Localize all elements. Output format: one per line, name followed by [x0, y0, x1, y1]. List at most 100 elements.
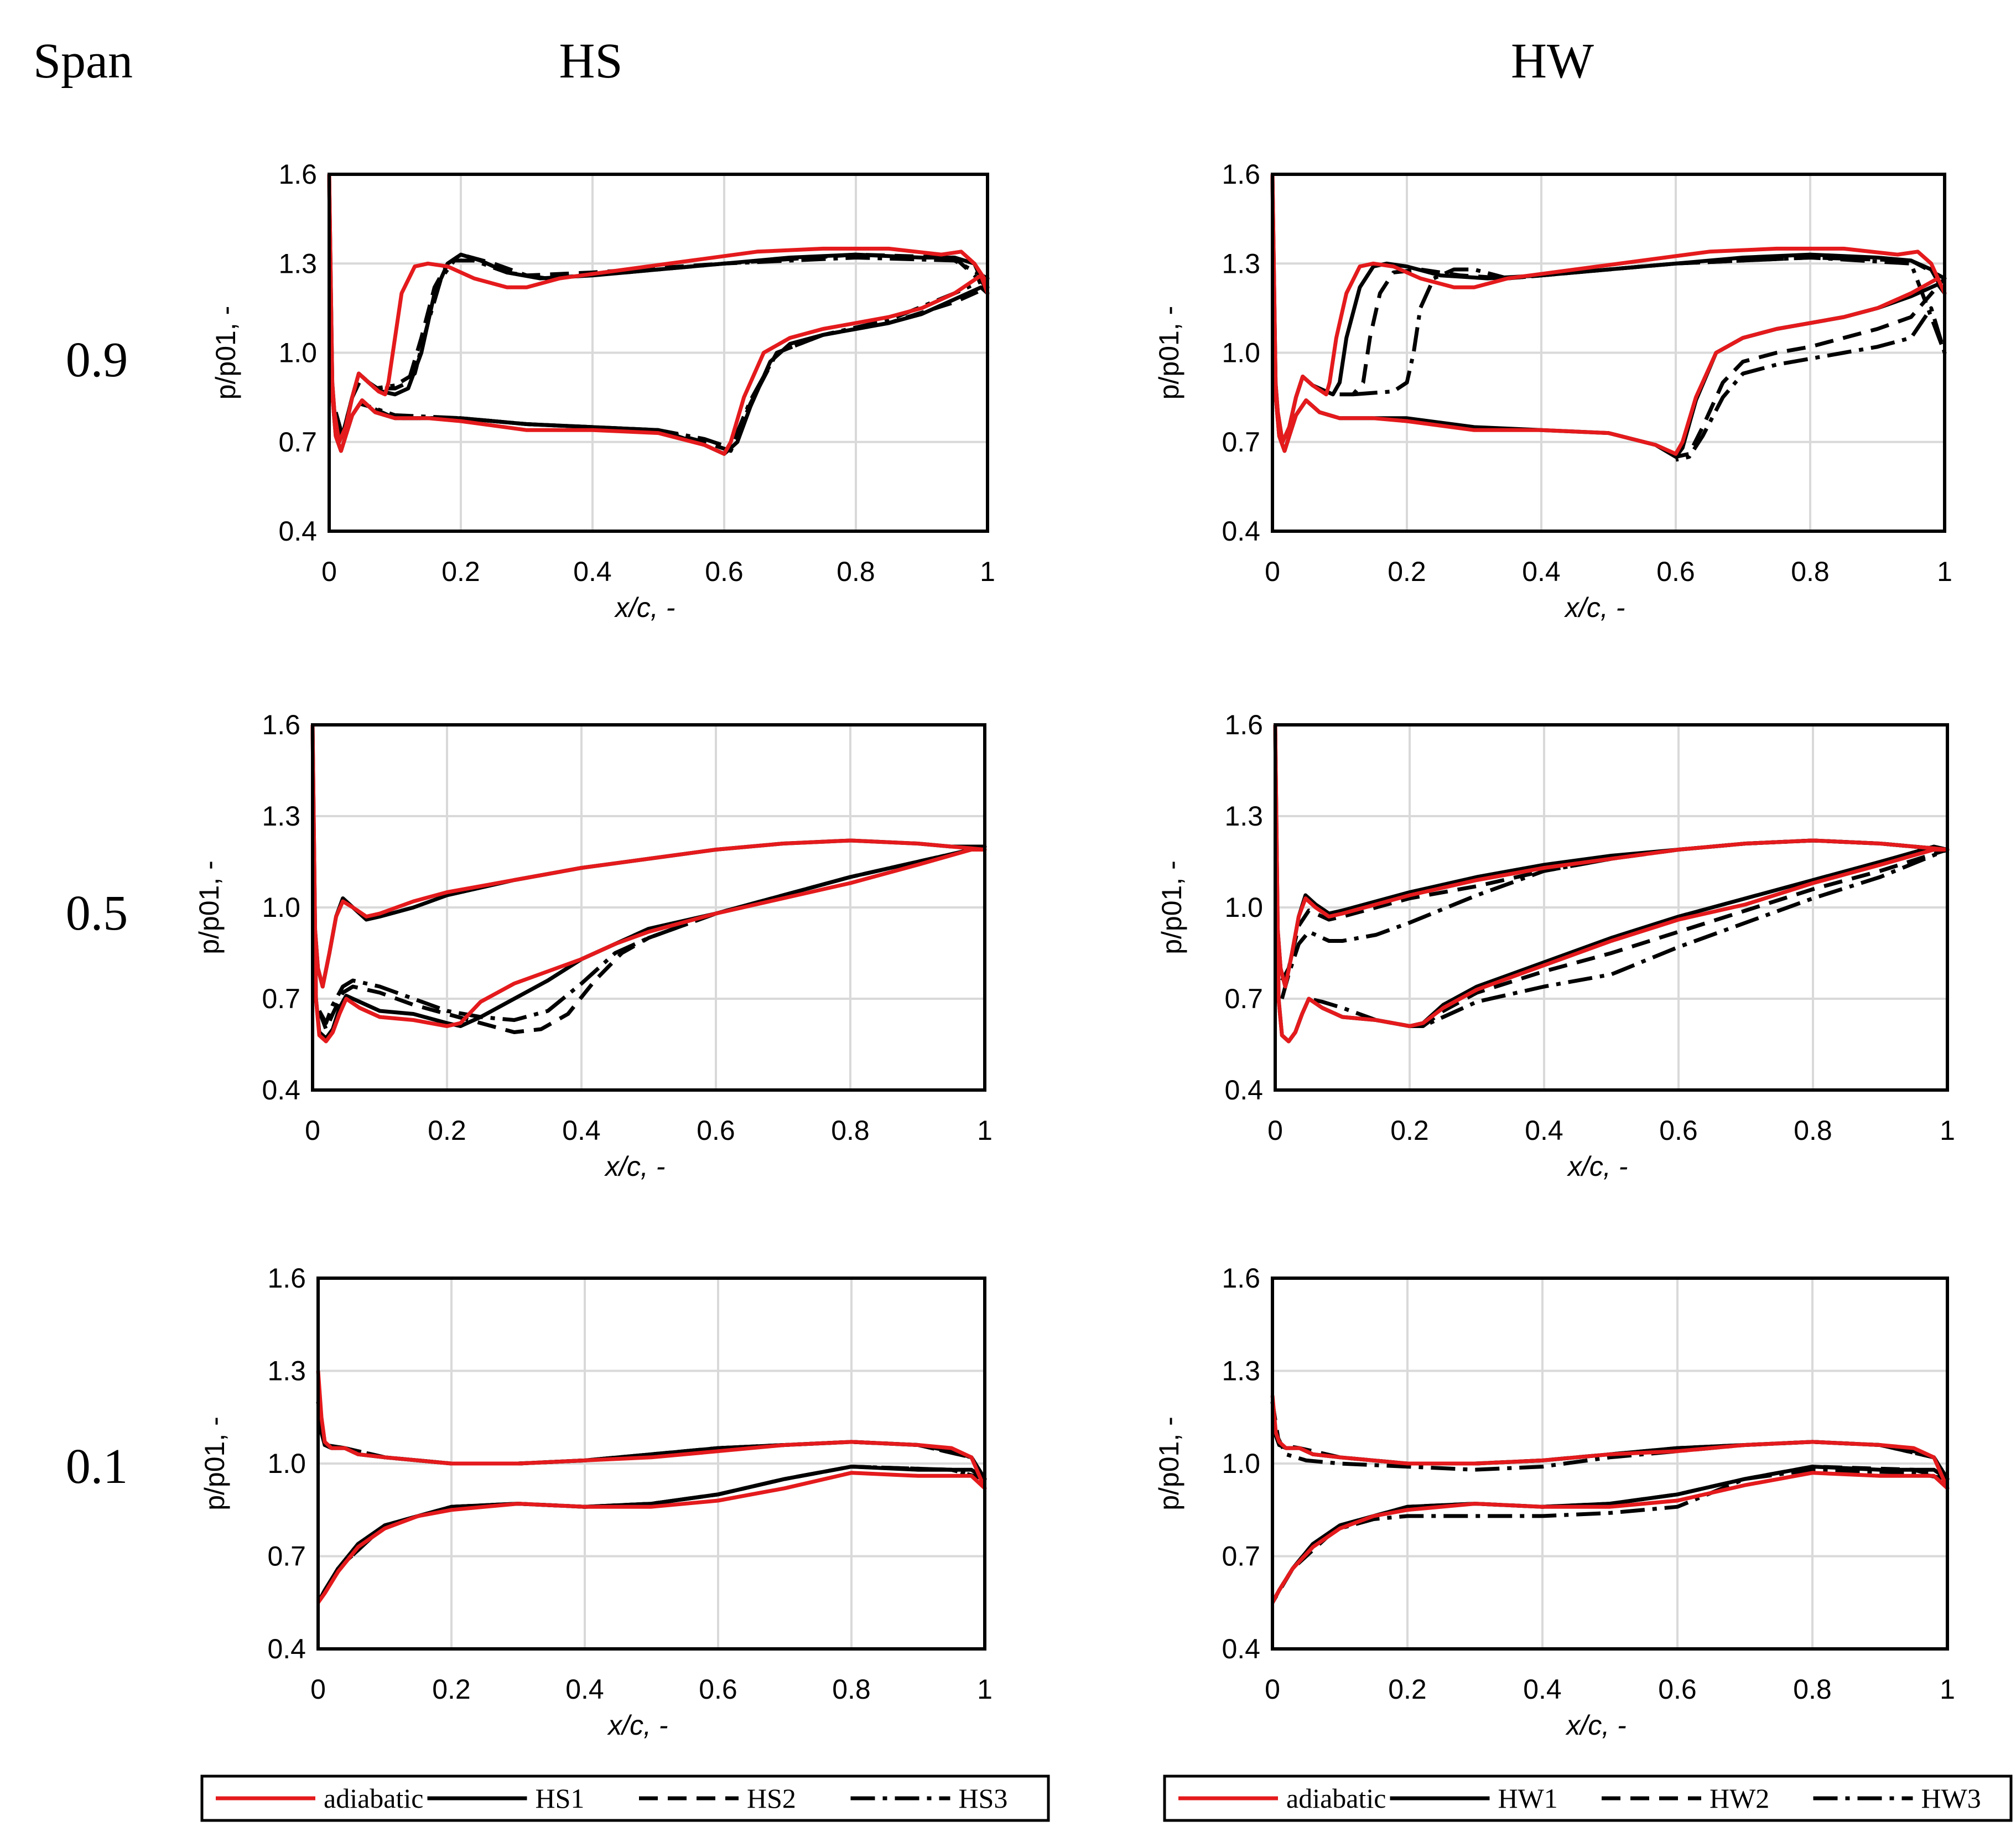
x-tick-label: 0 — [1267, 1115, 1283, 1146]
y-tick-label: 1.3 — [278, 248, 317, 279]
x-tick-label: 0.2 — [1388, 1674, 1427, 1705]
x-tick-label: 0 — [1265, 1674, 1280, 1705]
y-tick-label: 1.6 — [1224, 709, 1263, 740]
x-tick-label: 1 — [977, 1115, 993, 1146]
series-line-hw3 — [1280, 838, 1950, 1028]
x-tick-label: 0 — [1265, 556, 1280, 587]
y-tick-label: 0.4 — [1222, 1633, 1260, 1664]
y-tick-label: 1.6 — [267, 1263, 306, 1294]
y-tick-label: 0.7 — [1224, 983, 1263, 1014]
y-tick-label: 1.3 — [1222, 1356, 1260, 1387]
series-line-hs2 — [317, 844, 985, 1034]
legend-label-hs2: HS2 — [747, 1783, 796, 1814]
x-tick-label: 0.6 — [705, 556, 744, 587]
y-tick-label: 1.6 — [1222, 1263, 1260, 1294]
x-tick-label: 1 — [1940, 1115, 1955, 1146]
x-tick-label: 0.2 — [432, 1674, 471, 1705]
legend-label-hs1: HS1 — [536, 1783, 585, 1814]
series-line-hs1 — [316, 1401, 987, 1604]
y-axis-label: p/p01, - — [1156, 860, 1187, 954]
y-tick-label: 1.6 — [262, 709, 300, 740]
y-tick-label: 0.4 — [267, 1633, 306, 1664]
x-tick-label: 0.8 — [1791, 556, 1830, 587]
x-tick-label: 0.2 — [441, 556, 480, 587]
y-axis-label: p/p01, - — [1154, 306, 1184, 400]
x-tick-label: 0.4 — [565, 1674, 604, 1705]
y-axis-label: p/p01, - — [199, 1416, 230, 1511]
y-tick-label: 1.3 — [1224, 801, 1263, 832]
chart-panel-hs-0.9: 0 0.2 0.4 0.6 0.8 1 0.4 0.7 1.0 1.3 1.6 x/c, - p/p01… — [210, 159, 995, 623]
y-tick-label: 1.0 — [278, 338, 317, 369]
y-tick-label: 0.7 — [278, 427, 317, 458]
plot-frame — [1274, 723, 1949, 1092]
y-tick-label: 1.3 — [267, 1356, 306, 1387]
x-tick-label: 0.2 — [428, 1115, 466, 1146]
series-line-adiabatic — [1273, 724, 1950, 1044]
y-tick-label: 0.4 — [1224, 1075, 1263, 1106]
chart-panels: 0 0.2 0.4 0.6 0.8 1 0.4 0.7 1.0 1.3 1.6 x/c, - p/p01… — [194, 159, 1955, 1741]
plot-frame — [328, 173, 989, 533]
legends: adiabatic HS1 HS2 HS3 adiabatic HW1 HW2 HW3 — [200, 1774, 2013, 1822]
x-tick-label: 1 — [980, 556, 995, 587]
legend-label-hw2: HW2 — [1710, 1783, 1769, 1814]
series-line-adiabatic — [1270, 174, 1947, 456]
legend-label-hs3: HS3 — [959, 1783, 1008, 1814]
x-tick-label: 0.4 — [1522, 556, 1561, 587]
y-tick-label: 1.0 — [1222, 1448, 1260, 1479]
row-label-0.5: 0.5 — [66, 886, 128, 941]
x-axis-label: x/c, - — [604, 1151, 665, 1182]
x-tick-label: 0.8 — [832, 1674, 871, 1705]
x-axis-label: x/c, - — [1564, 592, 1625, 623]
chart-panel-hw-0.1: 0 0.2 0.4 0.6 0.8 1 0.4 0.7 1.0 1.3 1.6 x/c, - p/p01… — [1154, 1263, 1955, 1741]
series-line-hs2 — [334, 252, 990, 453]
y-tick-label: 0.4 — [1222, 516, 1260, 547]
x-tick-label: 0.2 — [1390, 1115, 1429, 1146]
x-tick-label: 0.4 — [1523, 1674, 1562, 1705]
y-tick-label: 1.0 — [1224, 892, 1263, 923]
span-header: Span — [33, 34, 133, 89]
series-line-adiabatic — [327, 174, 990, 456]
x-tick-label: 0.2 — [1388, 556, 1426, 587]
series-line-hs1 — [310, 724, 987, 1040]
x-tick-label: 0.6 — [697, 1115, 735, 1146]
x-tick-label: 0 — [310, 1674, 326, 1705]
x-tick-label: 1 — [1937, 556, 1952, 587]
y-tick-label: 0.4 — [262, 1075, 300, 1106]
y-tick-label: 1.0 — [262, 892, 300, 923]
x-tick-label: 0.4 — [573, 556, 612, 587]
x-tick-label: 0 — [321, 556, 337, 587]
x-axis-label: x/c, - — [1567, 1151, 1628, 1182]
legend-label-adiabatic: adiabatic — [324, 1783, 423, 1814]
legend-label-hw1: HW1 — [1498, 1783, 1558, 1814]
column-title-hw: HW — [1511, 34, 1594, 89]
legend-label-adiabatic: adiabatic — [1286, 1783, 1386, 1814]
series-line-hw3 — [1353, 256, 1947, 462]
y-tick-label: 1.3 — [1222, 248, 1260, 279]
y-tick-label: 1.3 — [262, 801, 300, 832]
x-tick-label: 0.4 — [562, 1115, 601, 1146]
plot-frame — [311, 723, 986, 1092]
x-tick-label: 0.8 — [831, 1115, 870, 1146]
y-axis-label: p/p01, - — [194, 860, 225, 954]
row-label-0.9: 0.9 — [66, 333, 128, 387]
chart-panel-hs-0.1: 0 0.2 0.4 0.6 0.8 1 0.4 0.7 1.0 1.3 1.6 x/c, - p/p01… — [199, 1263, 993, 1741]
plot-frame — [1271, 1277, 1949, 1651]
series-line-adiabatic — [1270, 1395, 1950, 1604]
y-tick-label: 1.0 — [267, 1448, 306, 1479]
x-axis-label: x/c, - — [607, 1710, 668, 1741]
x-axis-label: x/c, - — [614, 592, 675, 623]
legend-hs: adiabatic HS1 HS2 HS3 — [200, 1774, 1050, 1822]
x-tick-label: 0.6 — [1658, 1674, 1697, 1705]
legend-label-hw3: HW3 — [1921, 1783, 1981, 1814]
y-tick-label: 1.0 — [1222, 338, 1260, 369]
x-tick-label: 0.4 — [1525, 1115, 1563, 1146]
x-tick-label: 0.8 — [836, 556, 875, 587]
y-tick-label: 0.7 — [267, 1541, 306, 1572]
x-tick-label: 0.8 — [1793, 1674, 1832, 1705]
legend-hw: adiabatic HW1 HW2 HW3 — [1163, 1774, 2013, 1822]
series-line-adiabatic — [310, 724, 987, 1044]
column-title-hs: HS — [559, 34, 622, 89]
series-line-hw2 — [1270, 1401, 1950, 1604]
row-label-0.1: 0.1 — [66, 1439, 128, 1494]
